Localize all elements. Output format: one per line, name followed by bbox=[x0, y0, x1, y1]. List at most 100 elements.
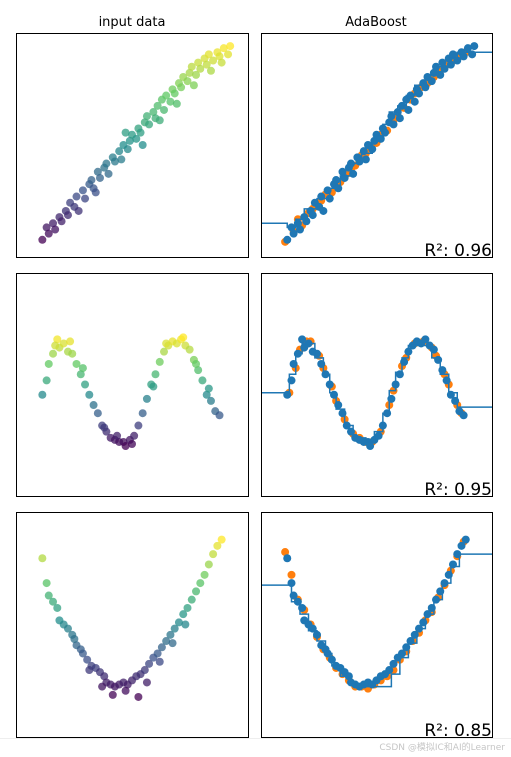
data-point bbox=[66, 337, 75, 346]
data-point bbox=[410, 97, 419, 106]
data-point bbox=[219, 44, 228, 53]
data-point bbox=[42, 579, 51, 588]
data-point bbox=[160, 347, 169, 356]
data-point bbox=[38, 554, 47, 563]
data-point bbox=[179, 610, 188, 619]
data-point bbox=[128, 439, 136, 448]
data-point bbox=[51, 225, 60, 234]
data-point bbox=[177, 83, 186, 92]
data-point bbox=[83, 655, 92, 664]
data-point bbox=[115, 147, 124, 156]
data-point bbox=[68, 349, 77, 358]
data-point bbox=[98, 682, 107, 691]
data-point bbox=[226, 42, 235, 51]
data-point bbox=[53, 335, 62, 344]
data-point bbox=[217, 58, 226, 67]
data-point bbox=[113, 431, 122, 440]
data-point bbox=[174, 618, 183, 627]
data-point bbox=[142, 394, 151, 403]
data-point bbox=[89, 401, 98, 410]
panel-linear-adaboost: R²: 0.96 bbox=[261, 33, 493, 261]
prediction-point bbox=[287, 570, 296, 579]
panel-parabola-input bbox=[16, 512, 249, 738]
data-point bbox=[145, 120, 154, 129]
data-point bbox=[206, 396, 215, 405]
panel-plot-area bbox=[261, 335, 492, 451]
data-point bbox=[142, 678, 151, 687]
data-point bbox=[470, 42, 479, 51]
data-point bbox=[140, 666, 149, 675]
data-point bbox=[308, 211, 317, 220]
data-point bbox=[93, 409, 102, 418]
data-point bbox=[157, 643, 166, 652]
data-point bbox=[108, 690, 117, 699]
data-point bbox=[136, 128, 145, 137]
data-point bbox=[78, 364, 87, 373]
data-point bbox=[51, 341, 60, 350]
data-point bbox=[130, 431, 139, 440]
data-point bbox=[338, 167, 347, 176]
data-point bbox=[132, 134, 141, 143]
data-point bbox=[183, 77, 192, 86]
data-point bbox=[166, 630, 175, 639]
data-point bbox=[81, 194, 90, 203]
data-point bbox=[104, 169, 113, 178]
panel-linear-input bbox=[16, 33, 249, 258]
footer-divider bbox=[0, 738, 511, 739]
data-point bbox=[49, 349, 58, 358]
data-point bbox=[204, 560, 213, 569]
data-point bbox=[155, 657, 164, 666]
data-point bbox=[85, 666, 94, 675]
data-point bbox=[183, 603, 192, 612]
panel-plot-area bbox=[38, 42, 235, 244]
data-point bbox=[179, 333, 188, 342]
data-point bbox=[95, 173, 104, 182]
data-point bbox=[121, 686, 130, 695]
data-point bbox=[461, 535, 470, 544]
data-point bbox=[78, 649, 87, 658]
data-point bbox=[209, 550, 218, 559]
data-point bbox=[463, 44, 472, 53]
data-point bbox=[138, 141, 147, 149]
panel-plot-area bbox=[261, 535, 492, 693]
data-point bbox=[209, 56, 218, 65]
data-point bbox=[283, 235, 292, 244]
data-point bbox=[72, 359, 81, 368]
data-point bbox=[57, 217, 66, 226]
data-point bbox=[213, 541, 222, 550]
panel-sine-adaboost: R²: 0.95 bbox=[261, 273, 493, 500]
data-point bbox=[121, 442, 130, 451]
data-point bbox=[202, 60, 211, 69]
data-point bbox=[59, 339, 68, 348]
data-point bbox=[145, 659, 154, 668]
data-point bbox=[385, 666, 394, 675]
data-point bbox=[123, 145, 132, 154]
data-point bbox=[49, 219, 58, 228]
regression-step-line bbox=[261, 342, 492, 443]
data-point bbox=[63, 211, 72, 220]
data-point bbox=[198, 376, 207, 385]
data-point bbox=[185, 345, 194, 354]
data-point bbox=[151, 370, 160, 379]
left-column-title: input data bbox=[99, 15, 166, 30]
data-point bbox=[100, 672, 109, 681]
data-point bbox=[366, 442, 375, 451]
panel-plot-area bbox=[38, 535, 226, 701]
data-point bbox=[100, 423, 109, 432]
panel-frame bbox=[16, 512, 249, 738]
data-point bbox=[204, 384, 213, 393]
data-point bbox=[149, 382, 158, 391]
data-point bbox=[117, 155, 126, 164]
data-point bbox=[187, 62, 196, 71]
data-point bbox=[427, 77, 436, 86]
data-point bbox=[200, 570, 209, 579]
data-point bbox=[332, 176, 341, 185]
data-point bbox=[38, 235, 47, 244]
panel-frame bbox=[261, 273, 493, 497]
data-point bbox=[91, 188, 100, 197]
panel-sine-input bbox=[16, 273, 249, 497]
data-point bbox=[389, 120, 398, 129]
data-point bbox=[87, 176, 96, 185]
data-point bbox=[404, 105, 413, 114]
